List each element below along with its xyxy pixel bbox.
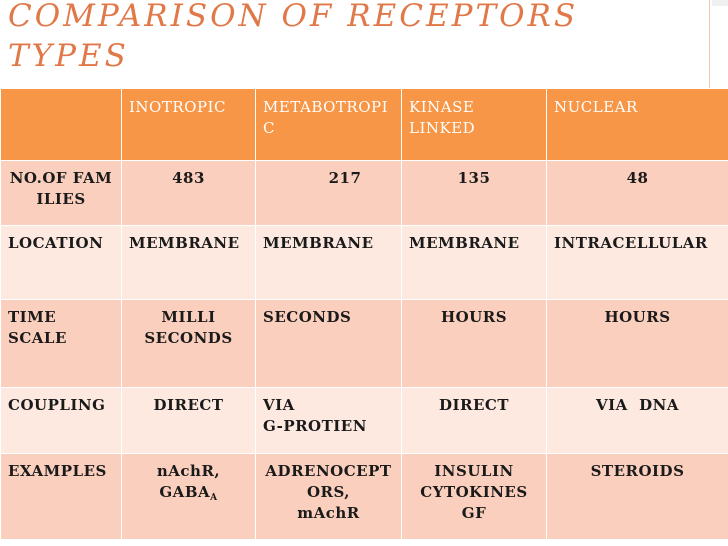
header-cell-kinase-linked: KINASE LINKED: [401, 88, 547, 161]
cell-time-metabotropic: SECONDS: [255, 299, 402, 388]
cell-examples-inotropic: nAchR, GABAA: [121, 453, 256, 540]
header-cell-inotropic: INOTROPIC: [121, 88, 256, 161]
cell-time-inotropic: MILLI SECONDS: [121, 299, 256, 388]
example-gaba-subscript: A: [210, 493, 218, 503]
table-row: COUPLING DIRECT VIA G-PROTIEN DIRECT VIA…: [0, 387, 728, 454]
cell-families-metabotropic: 217: [255, 160, 402, 226]
cell-coupling-kinase: DIRECT: [401, 387, 547, 454]
slide-title: COMPARISON OF RECEPTORS TYPES: [8, 0, 728, 76]
table-row: LOCATION MEMBRANE MEMBRANE MEMBRANE INTR…: [0, 225, 728, 300]
row-label-examples: EXAMPLES: [0, 453, 122, 540]
cell-families-kinase: 135: [401, 160, 547, 226]
cell-time-kinase: HOURS: [401, 299, 547, 388]
row-label-location: LOCATION: [0, 225, 122, 300]
cell-coupling-metabotropic: VIA G-PROTIEN: [255, 387, 402, 454]
slide-title-line-2: TYPES: [8, 38, 129, 74]
cell-location-nuclear: INTRACELLULAR: [546, 225, 728, 300]
table-row: EXAMPLES nAchR, GABAA ADRENOCEPTORS, mAc…: [0, 453, 728, 540]
cell-location-inotropic: MEMBRANE: [121, 225, 256, 300]
cell-examples-metabotropic: ADRENOCEPTORS, mAchR: [255, 453, 402, 540]
header-cell-blank: [0, 88, 122, 161]
row-label-time-scale: TIME SCALE: [0, 299, 122, 388]
cell-examples-nuclear: STEROIDS: [546, 453, 728, 540]
cell-families-nuclear: 48: [546, 160, 728, 226]
cell-time-nuclear: HOURS: [546, 299, 728, 388]
corner-decoration: [712, 0, 728, 6]
header-cell-metabotropic: METABOTROPIC: [255, 88, 402, 161]
table-row: TIME SCALE MILLI SECONDS SECONDS HOURS H…: [0, 299, 728, 388]
cell-location-kinase: MEMBRANE: [401, 225, 547, 300]
cell-coupling-inotropic: DIRECT: [121, 387, 256, 454]
slide-title-line-1: COMPARISON OF RECEPTORS: [8, 0, 579, 34]
cell-examples-kinase: INSULIN CYTOKINES GF: [401, 453, 547, 540]
row-label-coupling: COUPLING: [0, 387, 122, 454]
receptor-comparison-table: INOTROPIC METABOTROPIC KINASE LINKED NUC…: [0, 88, 728, 540]
example-nachr: nAchR,: [156, 462, 221, 480]
cell-families-inotropic: 483: [121, 160, 256, 226]
header-cell-nuclear: NUCLEAR: [546, 88, 728, 161]
example-gaba: GABA: [159, 483, 211, 501]
border-decoration: [709, 0, 710, 90]
table-row: NO.OF FAMILIES 483 217 135 48: [0, 160, 728, 226]
cell-location-metabotropic: MEMBRANE: [255, 225, 402, 300]
table-header-row: INOTROPIC METABOTROPIC KINASE LINKED NUC…: [0, 88, 728, 161]
cell-coupling-nuclear: VIA DNA: [546, 387, 728, 454]
row-label-families: NO.OF FAMILIES: [0, 160, 122, 226]
